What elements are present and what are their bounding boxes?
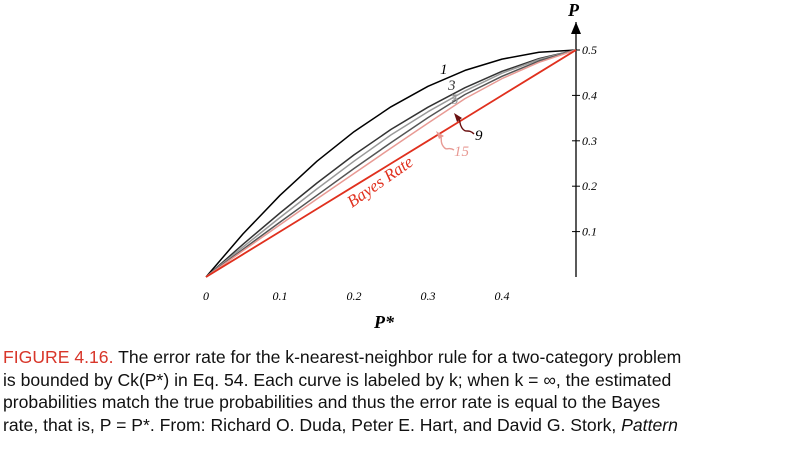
- caption-line-4: rate, that is, P = P*. From: Richard O. …: [3, 414, 801, 437]
- caption-line-1: FIGURE 4.16. The error rate for the k-ne…: [3, 346, 801, 369]
- curve-label-3: 3: [447, 78, 456, 94]
- y-axis-arrow: [571, 22, 581, 34]
- series-line-5: [205, 49, 577, 278]
- figure-label: FIGURE 4.16.: [3, 347, 114, 367]
- chart-curves: [205, 49, 577, 278]
- y-tick-label: 0.3: [582, 134, 597, 148]
- caption-line-4-text: rate, that is, P = P*. From: Richard O. …: [3, 414, 622, 435]
- y-tick-label: 0.4: [582, 88, 597, 102]
- series-line-3: [205, 49, 577, 278]
- curve-label-15: 15: [454, 144, 470, 160]
- x-tick-label: 0: [203, 289, 209, 303]
- y-axis-title: P: [567, 0, 580, 20]
- caption-line-2: is bounded by Ck(P*) in Eq. 54. Each cur…: [3, 369, 672, 390]
- y-tick-label: 0.1: [582, 225, 597, 239]
- series-line-15: [205, 49, 577, 278]
- error-rate-chart: 0 0.1 0.2 0.3 0.4 0.1 0.2 0.3 0.4 0.5 P P* 1 3 5…: [203, 0, 597, 332]
- x-tick-label: 0.3: [421, 289, 436, 303]
- curve-label-5: 5: [451, 92, 459, 108]
- curve-label-1: 1: [440, 62, 448, 78]
- leader-9-arrowhead: [454, 113, 462, 122]
- curve-label-9: 9: [475, 128, 483, 144]
- series-line-1: [205, 49, 577, 278]
- x-tick-label: 0.2: [347, 289, 362, 303]
- caption-line-3: probabilities match the true probabiliti…: [3, 392, 661, 412]
- caption-line-4-italic: Pattern: [621, 414, 678, 435]
- figure-caption: FIGURE 4.16. The error rate for the k-ne…: [3, 346, 801, 436]
- leader-5: [451, 94, 457, 102]
- y-tick-labels: 0.1 0.2 0.3 0.4 0.5: [582, 43, 597, 239]
- series-line-9: [205, 49, 577, 278]
- x-axis-title: P*: [373, 312, 395, 332]
- x-tick-label: 0.1: [273, 289, 288, 303]
- caption-line-1-text: The error rate for the k-nearest-neighbo…: [113, 347, 682, 367]
- x-tick-label: 0.4: [495, 289, 510, 303]
- x-tick-labels: 0 0.1 0.2 0.3 0.4: [203, 289, 510, 303]
- leader-15-arrowhead: [436, 131, 444, 139]
- y-tick-label: 0.5: [582, 43, 597, 57]
- series-line-bayes-rate: [205, 49, 577, 278]
- y-tick-label: 0.2: [582, 179, 597, 193]
